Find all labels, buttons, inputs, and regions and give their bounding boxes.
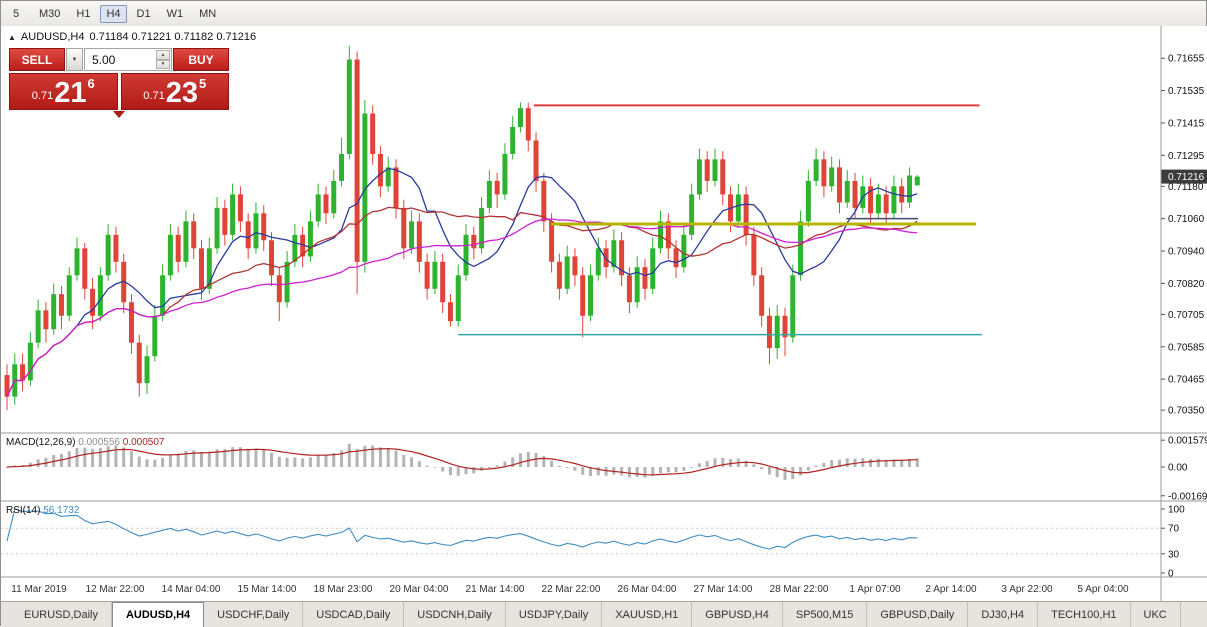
chart-tab-xauusd-h1[interactable]: XAUUSD,H1 [602,602,692,627]
time-axis-label: 27 Mar 14:00 [694,584,753,595]
timeframe-button-mn[interactable]: MN [193,5,222,23]
svg-text:0.71216: 0.71216 [1168,172,1205,183]
time-axis-label: 15 Mar 14:00 [238,584,297,595]
time-axis-label: 5 Apr 04:00 [1077,584,1129,595]
time-axis-label: 21 Mar 14:00 [466,584,525,595]
chart-tab-dj30-h4[interactable]: DJ30,H4 [968,602,1038,627]
symbol-label: AUDUSD,H4 [21,31,85,43]
sell-price-sup: 6 [87,76,94,107]
chart-tab-sp500-m15[interactable]: SP500,M15 [783,602,867,627]
volume-value: 5.00 [92,53,115,67]
chart-tab-ukc[interactable]: UKC [1131,602,1181,627]
chevron-down-icon: ▼ [72,57,78,63]
time-axis-label: 3 Apr 22:00 [1001,584,1053,595]
time-axis-label: 20 Mar 04:00 [390,584,449,595]
macd-label: MACD(12,26,9) 0.000556 0.000507 [6,437,165,448]
macd-axis-label: 0.00 [1168,463,1188,474]
ma-21-line [7,207,917,396]
time-axis-label: 26 Mar 04:00 [618,584,677,595]
rsi-axis-label: 0 [1168,569,1174,580]
time-axis-label: 12 Mar 22:00 [86,584,145,595]
price-axis-label: 0.70820 [1168,279,1205,290]
timeframe-button-h1[interactable]: H1 [70,5,96,23]
ma-50-line [7,219,917,397]
spinner-up-icon[interactable]: ▲ [156,50,170,60]
price-axis-label: 0.70465 [1168,375,1205,386]
price-axis-label: 0.70940 [1168,247,1205,258]
timeframe-button-h4[interactable]: H4 [100,5,126,23]
price-axis-label: 0.71060 [1168,214,1205,225]
sell-price-prefix: 0.71 [32,90,53,107]
rsi-line [7,509,917,549]
chart-tab-gbpusd-daily[interactable]: GBPUSD,Daily [867,602,968,627]
chart-tab-audusd-h4[interactable]: AUDUSD,H4 [112,602,204,627]
price-axis-label: 0.71655 [1168,54,1205,65]
time-axis-label: 11 Mar 2019 [11,584,67,595]
chart-tab-usdcad-daily[interactable]: USDCAD,Daily [303,602,404,627]
buy-price-prefix: 0.71 [143,90,164,107]
time-axis-label: 18 Mar 23:00 [314,584,373,595]
chart-tab-gbpusd-h4[interactable]: GBPUSD,H4 [692,602,783,627]
time-axis-label: 1 Apr 07:00 [849,584,901,595]
ma-10-line [7,169,917,397]
price-axis-label: 0.71295 [1168,151,1205,162]
rsi-axis-label: 100 [1168,505,1185,516]
sell-price-big: 21 [54,80,86,107]
macd-axis-label: 0.001579 [1168,436,1207,447]
chart-tab-tech100-h1[interactable]: TECH100,H1 [1038,602,1130,627]
ohlc-values: 0.71184 0.71221 0.71182 0.71216 [90,31,257,43]
volume-input[interactable]: 5.00 ▲ ▼ [84,48,172,71]
macd-axis-label: -0.001692 [1168,491,1207,502]
time-axis-label: 2 Apr 14:00 [925,584,977,595]
chart-title: ▲ AUDUSD,H4 0.71184 0.71221 0.71182 0.71… [8,31,256,43]
order-type-dropdown[interactable]: ▼ [66,48,83,71]
chart-tab-usdchf-daily[interactable]: USDCHF,Daily [204,602,303,627]
rsi-panel [1,509,1159,554]
time-axis-label: 22 Mar 22:00 [542,584,601,595]
chart-tab-usdcnh-daily[interactable]: USDCNH,Daily [404,602,506,627]
price-axis-label: 0.71535 [1168,86,1205,97]
time-axis-label: 14 Mar 04:00 [162,584,221,595]
macd-signal-line [7,449,917,475]
volume-spinner: ▲ ▼ [156,50,170,69]
chart-icon: ▲ [8,33,16,42]
buy-price-sup: 5 [199,76,206,107]
sell-button[interactable]: SELL [9,48,65,71]
chart-tab-eurusd-daily[interactable]: EURUSD,Daily [11,602,112,627]
time-axis-label: 28 Mar 22:00 [770,584,829,595]
price-axis-label: 0.70585 [1168,342,1205,353]
spinner-down-icon[interactable]: ▼ [156,60,170,70]
price-axis-label: 0.70350 [1168,406,1205,417]
macd-panel [6,444,919,480]
price-axis-label: 0.71415 [1168,118,1205,129]
price-axis-label: 0.70705 [1168,310,1205,321]
chart-tab-usdjpy-daily[interactable]: USDJPY,Daily [506,602,603,627]
sell-price-button[interactable]: 0.71 21 6 [9,73,118,110]
rsi-label: RSI(14) 56.1732 [6,505,80,516]
rsi-axis-label: 30 [1168,549,1180,560]
rsi-axis-label: 70 [1168,524,1180,535]
buy-price-button[interactable]: 0.71 23 5 [121,73,230,110]
buy-button[interactable]: BUY [173,48,229,71]
timeframe-button-5[interactable]: 5 [3,5,29,23]
timeframe-button-w1[interactable]: W1 [161,5,190,23]
timeframe-button-m30[interactable]: M30 [33,5,66,23]
panel-collapse-arrow-icon[interactable] [113,111,125,118]
timeframe-button-d1[interactable]: D1 [131,5,157,23]
trade-panel: SELL ▼ 5.00 ▲ ▼ BUY 0.71 21 6 0.71 23 [9,48,229,118]
buy-price-big: 23 [166,80,198,107]
